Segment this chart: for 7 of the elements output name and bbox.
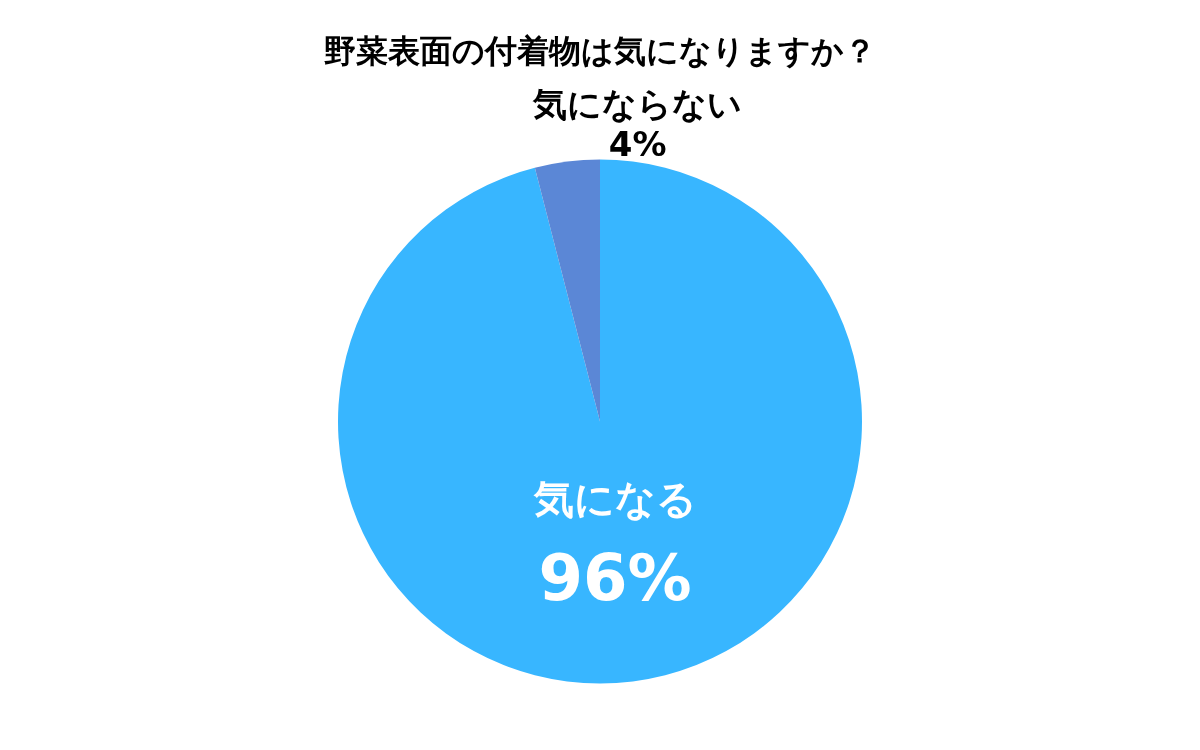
slice-label: 気にならない [532,83,743,124]
slice-label: 気になる [532,475,697,522]
data-label: 4% [608,123,667,164]
pie-slice [338,159,862,683]
pie-slice [534,159,600,422]
data-label: 96% [538,540,692,615]
chart-title: 野菜表面の付着物は気になりますか？ [324,31,876,70]
